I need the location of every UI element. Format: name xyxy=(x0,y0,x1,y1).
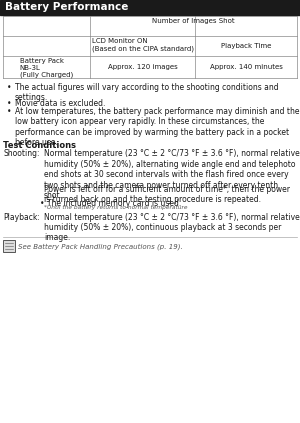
Text: At low temperatures, the battery pack performance may diminish and the
low batte: At low temperatures, the battery pack pe… xyxy=(15,107,299,147)
Text: Battery Pack
NB-3L
(Fully Charged): Battery Pack NB-3L (Fully Charged) xyxy=(20,58,73,79)
Text: *Until the battery returns to normal temperature: *Until the battery returns to normal tem… xyxy=(44,206,188,211)
Text: Normal temperature (23 °C ± 2 °C/73 °F ± 3.6 °F), normal relative
humidity (50% : Normal temperature (23 °C ± 2 °C/73 °F ±… xyxy=(44,149,300,200)
Text: The actual figures will vary according to the shooting conditions and
settings.: The actual figures will vary according t… xyxy=(15,83,279,102)
Text: Approx. 140 minutes: Approx. 140 minutes xyxy=(210,64,282,70)
Text: Shooting:: Shooting: xyxy=(3,149,40,159)
Text: Approx. 120 images: Approx. 120 images xyxy=(108,64,177,70)
Text: Power is left off for a sufficient amount of time*, then the power
is turned bac: Power is left off for a sufficient amoun… xyxy=(44,184,290,204)
Text: Battery Performance: Battery Performance xyxy=(5,2,128,11)
Text: •: • xyxy=(7,107,11,116)
Text: •: • xyxy=(7,83,11,92)
Text: Playback Time: Playback Time xyxy=(221,43,271,49)
Bar xyxy=(3,241,15,253)
Text: Number of Images Shot: Number of Images Shot xyxy=(152,18,235,24)
Text: Test Conditions: Test Conditions xyxy=(3,140,76,149)
Text: LCD Monitor ON
(Based on the CIPA standard): LCD Monitor ON (Based on the CIPA standa… xyxy=(92,38,194,52)
Text: See Battery Pack Handling Precautions (p. 19).: See Battery Pack Handling Precautions (p… xyxy=(18,244,183,250)
Text: Movie data is excluded.: Movie data is excluded. xyxy=(15,99,105,107)
Text: • The included memory card is used.: • The included memory card is used. xyxy=(40,198,181,208)
Text: Playback:: Playback: xyxy=(3,212,40,222)
Text: Normal temperature (23 °C ± 2 °C/73 °F ± 3.6 °F), normal relative
humidity (50% : Normal temperature (23 °C ± 2 °C/73 °F ±… xyxy=(44,212,300,242)
Text: •: • xyxy=(7,99,11,107)
Bar xyxy=(0,0,300,15)
